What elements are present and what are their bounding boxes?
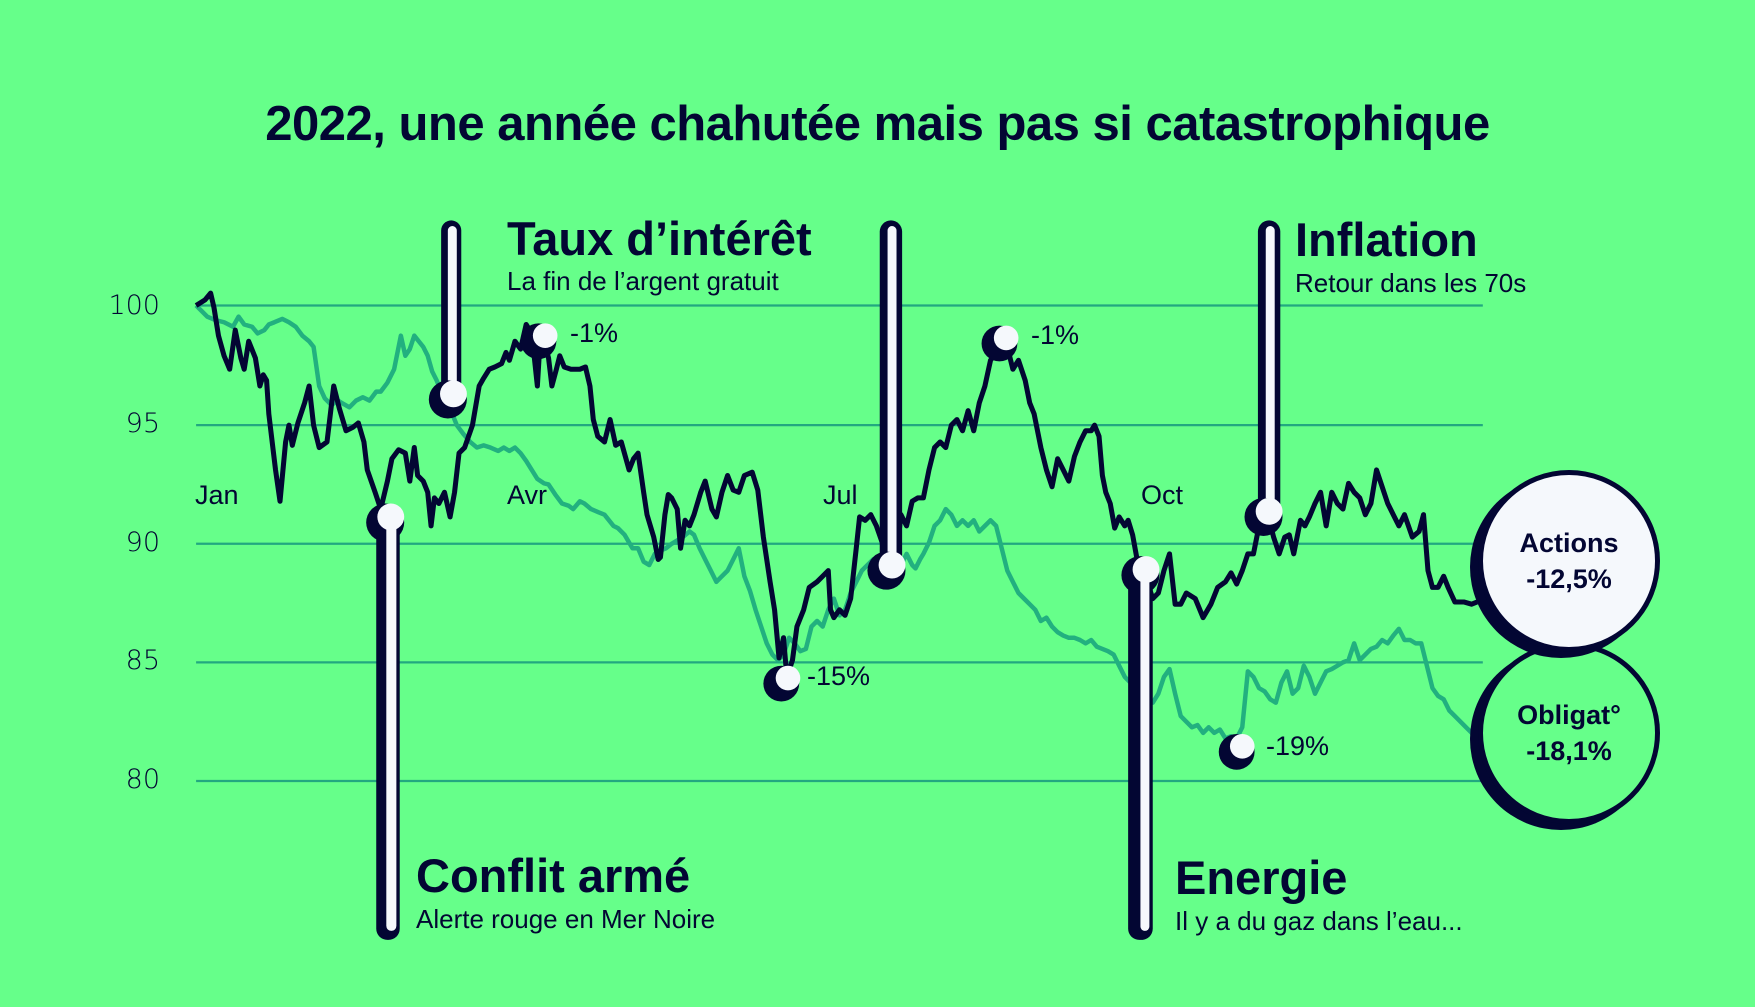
pin-inflation	[1244, 220, 1283, 536]
pin-conflit	[366, 503, 405, 940]
annotation-energie-subtitle: Il y a du gaz dans l’eau...	[1175, 906, 1463, 936]
actions-label: Actions	[1519, 528, 1619, 558]
annotation-conflit-title: Conflit armé	[416, 849, 691, 902]
annotation-energie-title: Energie	[1175, 851, 1348, 904]
month-label-oct: Oct	[1141, 480, 1184, 510]
marker-dot-3	[981, 325, 1019, 362]
y-tick-95: 95	[125, 408, 160, 439]
y-tick-85: 85	[125, 645, 160, 676]
actions-value: -12,5%	[1526, 564, 1612, 594]
pin-taux	[428, 220, 467, 419]
marker-dot-2	[763, 665, 801, 702]
obligations-bubble: Obligat° -18,1%	[1478, 642, 1660, 824]
marker-dot-1	[520, 323, 558, 360]
pin-energie	[1121, 556, 1160, 940]
marker-label-1: -1%	[570, 318, 619, 348]
stocks-line	[194, 290, 1479, 680]
y-tick-90: 90	[125, 527, 160, 558]
marker-label-4: -19%	[1266, 731, 1330, 761]
y-tick-80: 80	[125, 764, 160, 795]
obligations-label: Obligat°	[1517, 700, 1621, 730]
actions-bubble: Actions -12,5%	[1478, 470, 1660, 652]
marker-dot-4	[1218, 733, 1255, 770]
chart-title: 2022, une année chahutée mais pas si cat…	[265, 97, 1490, 151]
marker-label-3: -1%	[1031, 320, 1080, 350]
annotation-inflation-subtitle: Retour dans les 70s	[1295, 268, 1527, 298]
annotation-taux-title: Taux d’intérêt	[507, 212, 812, 265]
pin-jul	[867, 220, 906, 590]
month-label-avr: Avr	[507, 480, 548, 510]
annotation-conflit-subtitle: Alerte rouge en Mer Noire	[416, 904, 716, 934]
month-label-jul: Jul	[823, 480, 858, 510]
annotation-taux-subtitle: La fin de l’argent gratuit	[507, 266, 779, 296]
bonds-line	[194, 303, 1477, 741]
y-tick-100: 100	[108, 290, 160, 321]
marker-label-2: -15%	[807, 661, 871, 691]
annotation-inflation-title: Inflation	[1295, 213, 1478, 266]
month-label-jan: Jan	[195, 480, 239, 510]
obligations-value: -18,1%	[1526, 736, 1612, 766]
